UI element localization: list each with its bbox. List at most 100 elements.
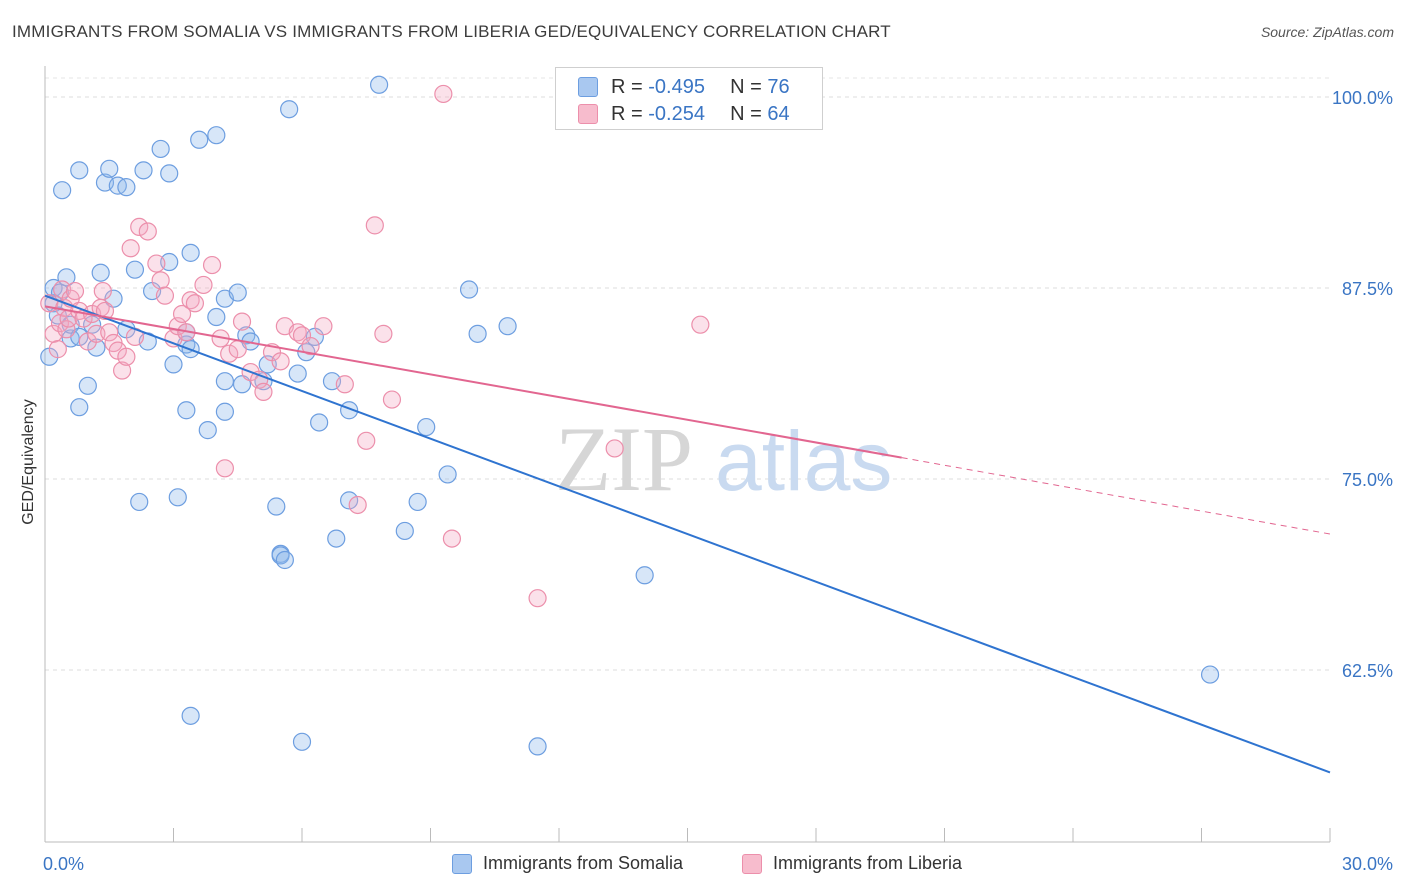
liberia-point (382, 390, 402, 409)
somalia-point (207, 307, 226, 327)
legend-n-label: N = (730, 76, 768, 98)
somalia-point (635, 566, 654, 585)
y-tick-label: 87.5% (1342, 279, 1393, 299)
somalia-point (164, 355, 183, 374)
somalia-point (528, 737, 547, 756)
liberia-point (528, 589, 547, 608)
somalia-point (100, 159, 119, 178)
liberia-point (314, 317, 333, 336)
liberia-point (357, 431, 376, 450)
somalia-point (168, 488, 187, 507)
bottom-legend-label-somalia: Immigrants from Somalia (483, 853, 684, 873)
somalia-point (125, 260, 145, 279)
liberia-point (605, 439, 624, 458)
x-tick-label: 30.0% (1342, 854, 1393, 874)
liberia-point (147, 254, 166, 273)
somalia-point (498, 317, 517, 336)
liberia-point (691, 315, 710, 334)
somalia-point (70, 398, 89, 417)
somalia-point (53, 181, 72, 200)
somalia-point (70, 161, 89, 180)
legend-text-liberia: R = -0.254 N = 64 (611, 103, 790, 126)
somalia-point (370, 75, 389, 94)
somalia-point (267, 497, 286, 516)
liberia-point (117, 347, 136, 366)
somalia-point (181, 243, 200, 262)
somalia-point (215, 402, 234, 421)
liberia-point (202, 255, 222, 275)
bottom-legend-swatch-somalia (452, 854, 472, 874)
somalia-point (117, 178, 136, 197)
tick-labels: 100.0% 87.5% 75.0% 62.5% 0.0% 30.0% (43, 88, 1393, 874)
legend-r-label: R = (611, 103, 649, 125)
source-label: Source: ZipAtlas.com (1260, 24, 1394, 40)
legend-n-value: 64 (767, 103, 790, 125)
somalia-point (78, 376, 97, 395)
liberia-point (434, 84, 453, 104)
liberia-point (151, 271, 170, 290)
somalia-point (459, 280, 479, 299)
somalia-point (181, 706, 200, 725)
legend-text-somalia: R = -0.495 N = 76 (611, 76, 790, 99)
liberia-point (194, 275, 213, 295)
liberia-point (335, 375, 354, 394)
legend-r-value: -0.254 (648, 103, 705, 125)
somalia-point (198, 421, 217, 440)
somalia-point (468, 324, 487, 343)
liberia-point (374, 324, 393, 343)
somalia-point (408, 492, 427, 512)
legend-r-label: R = (611, 76, 649, 98)
trendlines (44, 294, 1331, 774)
liberia-point (93, 281, 112, 301)
somalia-point (130, 492, 149, 512)
somalia-point (438, 465, 457, 484)
y-tick-label: 62.5% (1342, 661, 1393, 681)
somalia-point (310, 413, 329, 432)
legend-r-value: -0.495 (648, 76, 705, 98)
liberia-point (301, 336, 320, 356)
watermark-atlas: atlas (715, 414, 892, 508)
grid-lines (45, 77, 1330, 671)
somalia-point (280, 100, 299, 119)
liberia-point (215, 459, 234, 478)
liberia-point (365, 216, 384, 235)
correlation-legend: R = -0.495 N = 76 R = -0.254 N = 64 (555, 67, 823, 130)
somalia-point (417, 417, 436, 437)
somalia-point (91, 263, 110, 282)
legend-n-label: N = (730, 103, 768, 125)
liberia-point (228, 340, 247, 359)
somalia-point (1200, 665, 1220, 684)
legend-n-value: 76 (767, 76, 790, 98)
liberia-point (348, 495, 367, 515)
somalia-point (151, 139, 170, 159)
liberia-trendline-extension (901, 457, 1331, 535)
somalia-point (288, 364, 307, 383)
y-tick-label: 75.0% (1342, 470, 1393, 490)
y-axis-label: GED/Equivalency (20, 399, 37, 525)
chart-title: IMMIGRANTS FROM SOMALIA VS IMMIGRANTS FR… (12, 22, 891, 41)
watermark-zip: ZIP (555, 408, 693, 510)
somalia-point (327, 529, 346, 548)
legend-swatch-somalia (578, 77, 598, 97)
liberia-point (65, 281, 85, 301)
somalia-point (292, 732, 312, 751)
liberia-point (271, 352, 290, 371)
x-tick-label: 0.0% (43, 854, 84, 874)
somalia-point (395, 521, 414, 541)
liberia-point (442, 529, 462, 548)
somalia-trendline (44, 294, 1331, 774)
somalia-point (275, 550, 294, 570)
somalia-point (228, 283, 247, 302)
liberia-point (112, 361, 132, 380)
y-tick-label: 100.0% (1332, 88, 1393, 108)
liberia-point (48, 340, 67, 359)
axes (44, 66, 1331, 843)
somalia-point (134, 161, 153, 180)
somalia-point (215, 372, 234, 391)
liberia-point (185, 294, 205, 313)
liberia-trendline (44, 305, 902, 459)
somalia-point (207, 126, 226, 145)
watermark: ZIP atlas (555, 408, 892, 510)
liberia-point (232, 312, 252, 331)
